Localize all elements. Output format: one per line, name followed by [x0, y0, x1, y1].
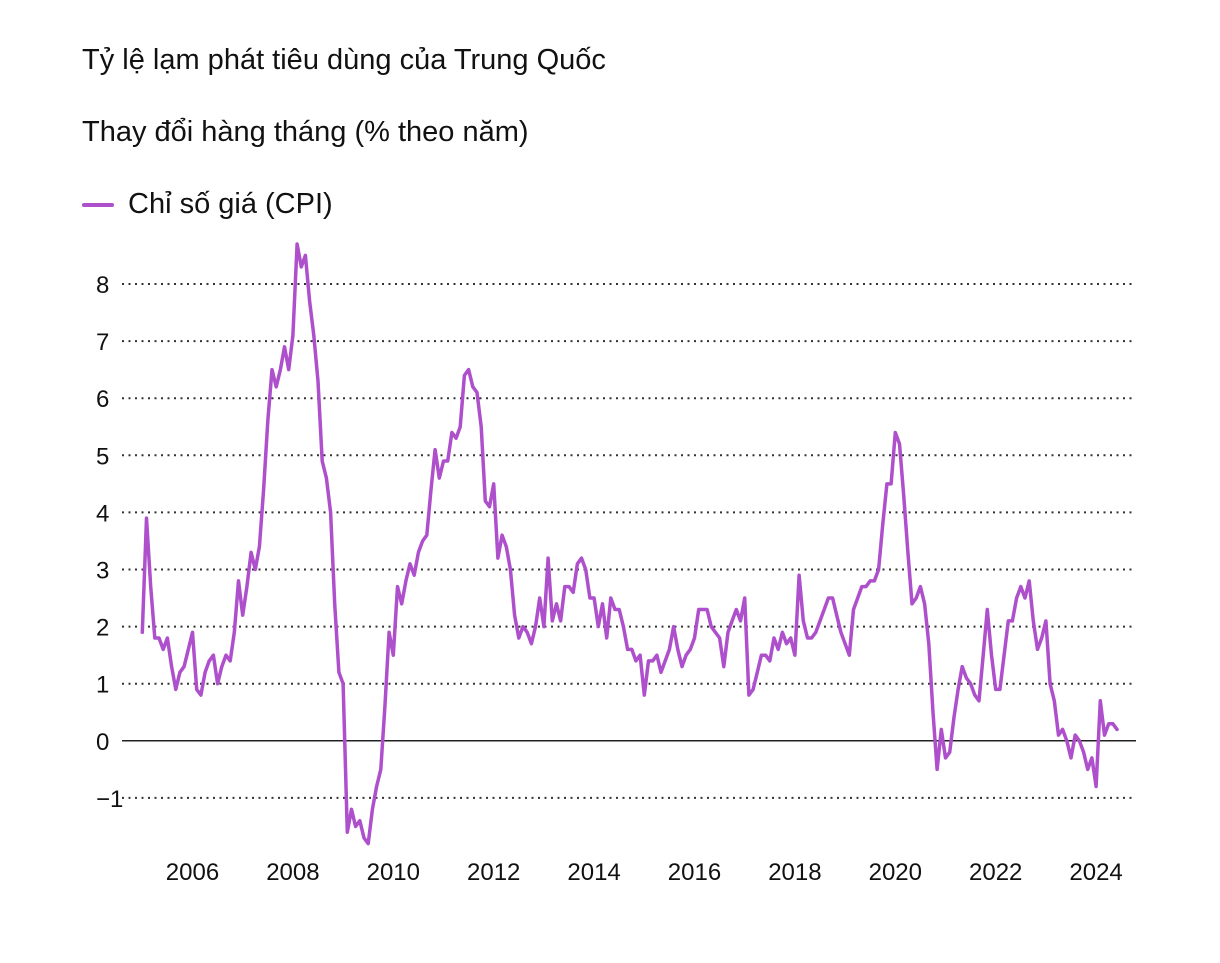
- y-tick-label: 3: [96, 558, 109, 585]
- y-tick-label: 7: [96, 329, 109, 356]
- legend: Chỉ số giá (CPI): [82, 188, 333, 221]
- x-tick-label: 2010: [367, 859, 420, 886]
- chart-subtitle: Thay đổi hàng tháng (% theo năm): [82, 116, 529, 148]
- x-tick-label: 2006: [166, 859, 219, 886]
- y-tick-label: 6: [96, 386, 109, 413]
- x-tick-label: 2016: [668, 859, 721, 886]
- chart-title: Tỷ lệ lạm phát tiêu dùng của Trung Quốc: [82, 44, 606, 76]
- legend-label-cpi: Chỉ số giá (CPI): [128, 188, 333, 220]
- x-tick-label: 2020: [869, 859, 922, 886]
- series-line-cpi: [140, 242, 1119, 846]
- x-tick-label: 2012: [467, 859, 520, 886]
- y-tick-label: 1: [96, 672, 109, 699]
- y-tick-label: 0: [96, 729, 109, 756]
- x-tick-label: 2024: [1069, 859, 1122, 886]
- x-tick-label: 2008: [266, 859, 319, 886]
- y-tick-label: 2: [96, 615, 109, 642]
- x-tick-label: 2022: [969, 859, 1022, 886]
- y-tick-label: 5: [96, 443, 109, 470]
- legend-swatch: [82, 202, 114, 207]
- x-tick-label: 2014: [567, 859, 620, 886]
- y-tick-label: −1: [96, 786, 123, 813]
- x-tick-label: 2018: [768, 859, 821, 886]
- y-tick-label: 8: [96, 272, 109, 299]
- y-tick-label: 4: [96, 500, 109, 527]
